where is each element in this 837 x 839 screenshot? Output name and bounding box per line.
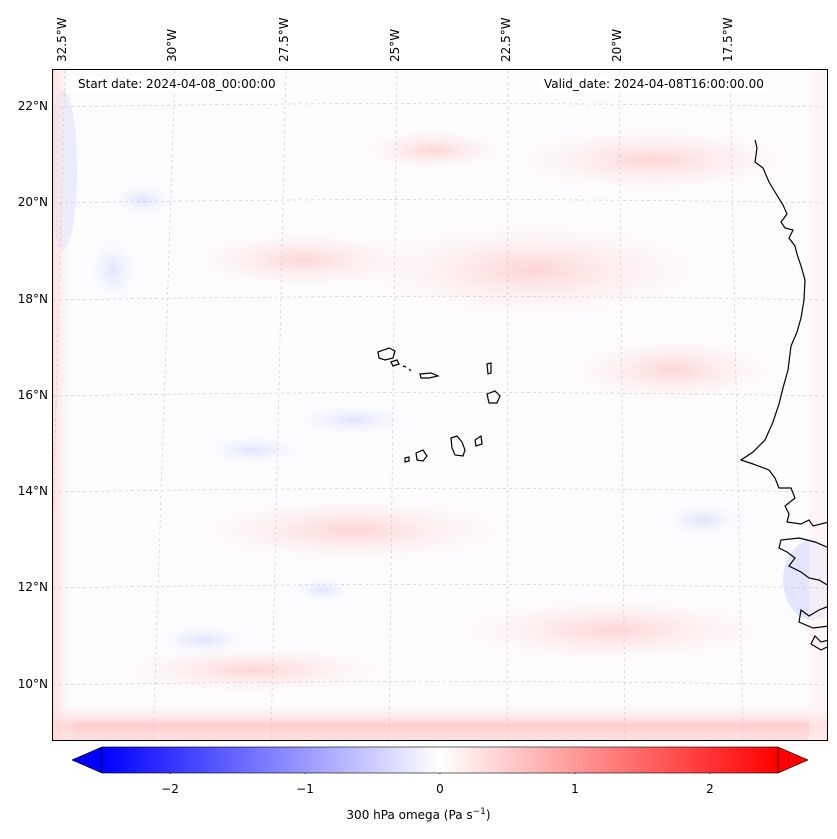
lat-label-20n: 20°N	[17, 195, 48, 209]
colorbar-gradient	[101, 746, 779, 774]
island-maio	[474, 434, 483, 447]
parallel-line	[53, 488, 827, 493]
colorbar-tick-label: −1	[296, 782, 314, 796]
meridian-line	[729, 70, 744, 740]
parallel-line	[53, 584, 827, 589]
meridian-line	[152, 70, 176, 740]
lon-label-22-5w: 22.5°W	[499, 17, 513, 62]
lat-label-14n: 14°N	[17, 484, 48, 498]
colorbar-tick-label: −2	[161, 782, 179, 796]
meridian-line	[388, 70, 398, 740]
boundary-band-left	[53, 70, 77, 740]
lon-label-20w: 20°W	[610, 28, 624, 62]
negative-omega-region	[193, 432, 313, 468]
lon-label-25w: 25°W	[388, 28, 402, 62]
colorbar-ticks	[169, 773, 711, 774]
island-santiago	[450, 435, 466, 457]
lon-label-32-5w: 32.5°W	[55, 17, 69, 62]
colorbar-tick-label: 0	[436, 782, 444, 796]
boundary-band-right	[809, 70, 827, 740]
positive-omega-region	[83, 640, 423, 700]
meridian-line	[618, 70, 626, 740]
lat-label-16n: 16°N	[17, 388, 48, 402]
colorbar-label-close: )	[485, 808, 491, 822]
omega-colorbar	[72, 746, 808, 774]
lon-label-27-5w: 27.5°W	[277, 17, 291, 62]
negative-omega-region	[283, 400, 423, 440]
positive-omega-region	[313, 210, 753, 330]
parallel-line	[53, 392, 827, 397]
island-santo-antao	[377, 347, 396, 361]
valid-date-label: Valid_date: 2024-04-08T16:00:00.00	[540, 76, 768, 92]
map-panel[interactable]	[52, 69, 828, 741]
island-boa-vista	[486, 390, 501, 404]
island-brava	[404, 456, 410, 463]
positive-omega-region	[413, 590, 813, 670]
meridian-line	[270, 70, 287, 740]
lat-label-10n: 10°N	[17, 677, 48, 691]
negative-omega-region	[283, 576, 363, 604]
island-sao-nicolau	[419, 372, 440, 379]
lat-label-22n: 22°N	[17, 99, 48, 113]
meridian-line	[506, 70, 509, 740]
negative-omega-region	[103, 180, 183, 220]
colorbar-label-exponent: −1	[472, 807, 486, 817]
island-santa-luzia	[402, 365, 407, 368]
parallel-line	[53, 296, 827, 301]
graticule	[53, 70, 827, 740]
negative-omega-region	[143, 622, 263, 658]
colorbar-tick-label: 2	[706, 782, 714, 796]
parallel-line	[53, 199, 827, 204]
positive-omega-region	[343, 125, 523, 175]
omega-contours	[53, 70, 827, 740]
lat-label-18n: 18°N	[17, 292, 48, 306]
boundary-band-bottom	[53, 700, 827, 740]
cape-verde-islands	[377, 347, 501, 463]
negative-omega-region	[653, 500, 753, 540]
colorbar-label: 300 hPa omega (Pa s−1)	[0, 807, 837, 822]
lat-label-12n: 12°N	[17, 580, 48, 594]
parallel-line	[53, 103, 827, 108]
omega-field-map	[53, 70, 827, 740]
negative-omega-region	[83, 230, 143, 310]
lon-label-30w: 30°W	[165, 28, 179, 62]
positive-omega-region	[543, 330, 803, 410]
positive-omega-region	[153, 490, 553, 570]
positive-omega-region	[473, 120, 827, 200]
island-sal	[486, 362, 492, 375]
west-africa-coastline	[739, 139, 827, 651]
lon-label-17-5w: 17.5°W	[721, 17, 735, 62]
island-sao-vicente	[390, 359, 400, 367]
island-raso	[408, 368, 412, 372]
colorbar-tick-label: 1	[571, 782, 579, 796]
colorbar-extend-max	[777, 746, 808, 774]
positive-omega-region	[163, 225, 443, 295]
meridian-line	[53, 70, 66, 530]
start-date-label: Start date: 2024-04-08_00:00:00	[74, 76, 280, 92]
colorbar-label-text: 300 hPa omega (Pa s	[346, 808, 473, 822]
parallel-line	[53, 681, 827, 686]
island-fogo	[415, 449, 428, 462]
colorbar-extend-min	[72, 746, 103, 774]
